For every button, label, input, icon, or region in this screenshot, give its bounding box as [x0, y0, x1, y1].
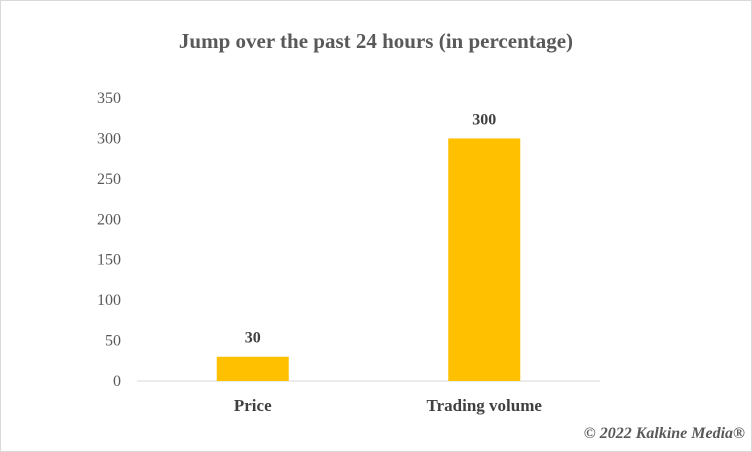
- data-labels: 30 300: [245, 111, 497, 346]
- category-label: Price: [234, 396, 272, 415]
- y-tick-label: 300: [97, 130, 121, 147]
- y-tick-label: 250: [97, 171, 121, 188]
- chart-title: Jump over the past 24 hours (in percenta…: [178, 29, 574, 53]
- bar-price: [216, 356, 289, 381]
- y-axis-ticks: 0 50 100 150 200 250 300 350: [97, 90, 121, 390]
- bar-trading-volume: [448, 138, 521, 381]
- y-tick-label: 100: [97, 292, 121, 309]
- data-label: 30: [245, 330, 261, 347]
- category-labels: Price Trading volume: [234, 396, 543, 415]
- y-tick-label: 50: [105, 333, 121, 350]
- category-label: Trading volume: [427, 396, 543, 415]
- y-tick-label: 350: [97, 90, 121, 107]
- y-tick-label: 200: [97, 211, 121, 228]
- y-tick-label: 0: [113, 373, 121, 390]
- copyright-notice: © 2022 Kalkine Media®: [583, 425, 745, 442]
- y-tick-label: 150: [97, 252, 121, 269]
- data-label: 300: [472, 111, 496, 128]
- bars: [216, 138, 521, 381]
